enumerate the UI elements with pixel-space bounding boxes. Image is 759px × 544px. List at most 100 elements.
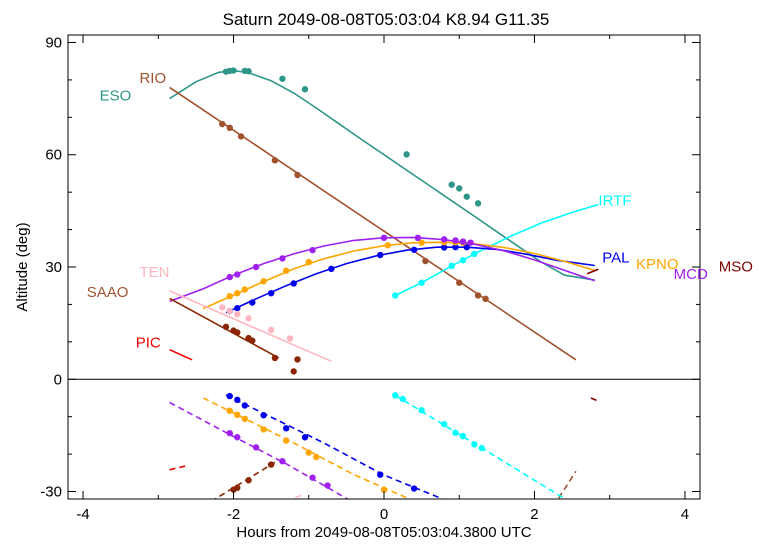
- data-point-eso: [456, 185, 463, 192]
- data-point-irtf: [478, 444, 486, 452]
- site-label-mso: MSO: [719, 258, 753, 275]
- y-tick-label: 30: [45, 259, 62, 276]
- data-point-irtf: [448, 262, 455, 270]
- data-point-irtf: [459, 432, 467, 440]
- data-point-irtf: [459, 257, 467, 264]
- series-line-eso: [169, 69, 595, 281]
- data-point-pal: [226, 392, 233, 400]
- series-line-pal-below: [225, 394, 445, 499]
- data-point-pal: [241, 402, 249, 409]
- data-point-saao: [271, 354, 279, 362]
- site-label-rio: RIO: [139, 70, 166, 87]
- series-line-kpno: [203, 241, 595, 310]
- chart-title: Saturn 2049-08-08T05:03:04 K8.94 G11.35: [223, 10, 550, 29]
- data-point-eso: [245, 68, 252, 75]
- data-point-mcd: [324, 482, 331, 489]
- data-point-irtf: [440, 420, 448, 428]
- x-tick-label: -4: [76, 506, 89, 523]
- x-axis-label: Hours from 2049-08-08T05:03:04.3800 UTC: [236, 524, 531, 541]
- data-point-rio: [456, 279, 463, 286]
- data-point-irtf: [418, 279, 425, 286]
- data-point-kpno: [241, 415, 249, 423]
- data-point-irtf: [471, 441, 478, 448]
- y-axis-label: Altitude (deg): [14, 222, 31, 311]
- data-point-pal: [260, 411, 267, 419]
- data-point-kpno: [380, 486, 388, 493]
- data-point-eso: [463, 193, 470, 200]
- y-tick-label: 0: [54, 371, 62, 388]
- data-point-saao: [245, 477, 252, 484]
- data-point-mcd: [380, 234, 388, 242]
- y-tick-label: -30: [40, 484, 62, 501]
- data-point-mcd: [279, 458, 286, 465]
- data-point-ten: [219, 304, 226, 311]
- data-point-pal: [234, 304, 241, 312]
- series-line-mcd: [169, 236, 595, 303]
- data-point-kpno: [234, 411, 241, 419]
- data-point-rio: [482, 295, 489, 303]
- data-point-rio: [271, 157, 279, 164]
- y-tick-label: 60: [45, 147, 62, 164]
- data-point-saao: [222, 323, 230, 331]
- x-tick-label: 0: [380, 506, 388, 523]
- data-point-eso: [230, 67, 237, 74]
- data-point-mcd: [467, 239, 474, 246]
- data-point-eso: [279, 75, 286, 82]
- data-point-irtf: [471, 250, 478, 258]
- data-point-pal: [282, 425, 290, 432]
- site-label-eso: ESO: [100, 87, 132, 104]
- data-point-ten: [234, 310, 241, 318]
- data-point-kpno: [384, 242, 391, 249]
- data-point-mcd: [226, 429, 233, 437]
- data-point-irtf: [392, 392, 399, 399]
- data-point-ten: [226, 307, 233, 315]
- series-line-saao-below: [213, 461, 276, 499]
- data-point-kpno: [282, 267, 290, 274]
- data-point-kpno: [418, 239, 425, 246]
- data-point-eso: [403, 151, 410, 158]
- data-point-rio: [226, 124, 233, 131]
- data-point-kpno: [260, 426, 267, 433]
- data-point-kpno: [241, 286, 249, 293]
- data-point-pal: [328, 265, 335, 273]
- data-point-rio: [294, 171, 301, 179]
- series-line-mso-below: [590, 397, 599, 403]
- series-line-irtf: [394, 203, 599, 297]
- data-point-irtf: [399, 395, 407, 403]
- data-point-ten: [267, 326, 275, 334]
- data-point-pal: [267, 289, 275, 297]
- site-label-pic: PIC: [136, 334, 161, 351]
- site-label-pal: PAL: [602, 250, 629, 267]
- site-label-ten: TEN: [139, 264, 169, 281]
- data-point-mcd: [440, 236, 448, 243]
- data-point-saao: [234, 329, 241, 336]
- data-point-mcd: [452, 237, 459, 244]
- data-point-mcd: [252, 444, 260, 451]
- data-point-kpno: [305, 449, 312, 456]
- data-point-mcd: [234, 271, 241, 278]
- data-point-kpno: [234, 289, 241, 297]
- data-point-pal: [410, 246, 418, 253]
- data-point-eso: [301, 86, 309, 93]
- series-line-pic: [169, 348, 193, 361]
- data-point-saao: [294, 356, 301, 363]
- data-point-mcd: [309, 474, 316, 481]
- data-point-kpno: [226, 292, 233, 300]
- data-point-pal: [377, 471, 384, 478]
- data-point-pal: [377, 251, 384, 259]
- site-label-kpno: KPNO: [636, 256, 679, 273]
- data-point-mcd: [252, 263, 260, 271]
- data-point-rio: [422, 257, 429, 265]
- data-point-mcd: [309, 246, 316, 254]
- data-point-saao: [267, 461, 275, 468]
- data-point-mcd: [279, 255, 286, 262]
- data-point-kpno: [226, 407, 233, 414]
- site-label-mcd: MCD: [674, 266, 708, 283]
- data-point-pal: [290, 280, 297, 287]
- data-point-mcd: [459, 238, 467, 245]
- x-tick-label: 4: [681, 506, 689, 523]
- data-point-rio: [237, 133, 245, 140]
- data-point-kpno: [282, 437, 290, 444]
- data-point-mcd: [234, 434, 241, 441]
